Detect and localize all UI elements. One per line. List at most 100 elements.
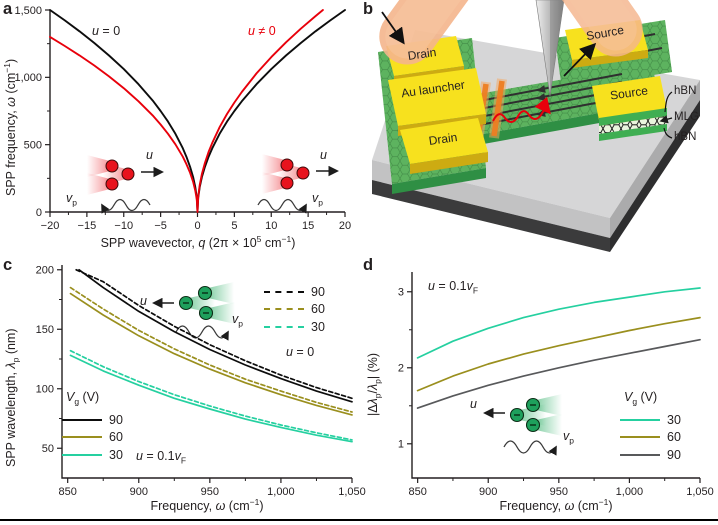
legend-swatch (62, 453, 102, 456)
x-tick-label: −15 (78, 220, 97, 232)
spp-wave-red (492, 96, 551, 123)
panel-letter-d: d (363, 256, 374, 274)
panel-letter-a: a (3, 0, 13, 18)
device-schematic (372, 0, 700, 252)
c-y-axis-label: SPP wavelength, λp (nm) (4, 328, 21, 467)
hbn-bottom-layer (599, 124, 667, 141)
x-tick-label: 900 (130, 486, 148, 498)
legend-label: 90 (667, 447, 681, 462)
series-vg-90-u-0-1vf-solid- (78, 268, 353, 403)
legend-row: 30 (62, 447, 123, 462)
figure-bottom-rule (0, 519, 718, 521)
legend-label: 30 (109, 447, 123, 462)
d-x-axis-label: Frequency, ω (cm−1) (499, 497, 613, 514)
series-vg-30-u-0-1vf-solid- (69, 354, 353, 443)
a-inset-left-vp-label: vp (66, 191, 77, 208)
legend-label: 90 (109, 412, 123, 427)
a-x-axis-label: SPP wavevector, q (2π × 105 cm−1) (100, 234, 296, 251)
a-y-axis-label: SPP frequency, ω (cm−1) (2, 58, 19, 196)
chart-d-relative-shift: 850 900 950 1,000 1,050 1 2 3 (398, 272, 714, 498)
chart-c-wavelength: 850 900 950 1,000 1,050 50 100 150 200 (36, 265, 366, 498)
legend-label: 30 (667, 412, 681, 427)
d-annotation: u = 0.1vF (428, 279, 479, 296)
d-y-axis-label: |Δλp/λp| (%) (366, 352, 383, 416)
axes-a: −20 −15 −10 −5 0 5 10 15 20 0 500 1,000 1,500 (14, 5, 351, 232)
legend-swatch (264, 325, 304, 328)
y-tick-label: 200 (36, 265, 54, 277)
inset-a-right-drift-electrons (257, 154, 339, 214)
wave-right (257, 198, 307, 214)
y-tick-label: 0 (36, 207, 42, 219)
legend-swatch (264, 290, 304, 293)
panel-letter-c: c (3, 256, 13, 274)
a-inset-left-u-label: u (146, 148, 153, 162)
legend-row: 90 (620, 447, 681, 462)
d-inset-u-label: u (470, 397, 477, 411)
x-tick-label: −20 (41, 220, 60, 232)
y-tick-label: 1,000 (14, 72, 42, 84)
inset-a-left-drift-electrons (87, 155, 164, 214)
a-annotation-une0: u ≠ 0 (248, 24, 276, 38)
c-inset-u-label: u (140, 294, 147, 308)
panel-letter-b: b (363, 0, 374, 18)
legend-row: 90 (264, 285, 325, 299)
x-tick-label: 15 (302, 220, 314, 232)
axes-d: 850 900 950 1,000 1,050 1 2 3 (398, 272, 714, 498)
wave (175, 325, 229, 341)
wave (503, 440, 557, 456)
afm-tip (535, 0, 565, 97)
x-tick-label: 850 (59, 486, 77, 498)
x-tick-label: 850 (408, 486, 426, 498)
y-tick-label: 150 (36, 324, 54, 336)
legend-swatch (62, 436, 102, 438)
hbn-bottom-label: hBN (674, 131, 697, 143)
legend-row: 60 (264, 302, 325, 316)
mlg-label: MLG (674, 111, 699, 123)
c-legend-solid: 90 60 30 (62, 413, 123, 466)
legend-swatch (62, 418, 102, 421)
d-legend-title: Vg (V) (624, 390, 658, 407)
c-x-axis-label: Frequency, ω (cm−1) (150, 497, 264, 514)
y-tick-label: 500 (24, 139, 42, 151)
d-inset-vp-label: vp (563, 429, 574, 446)
a-annotation-u0: u = 0 (92, 24, 121, 38)
y-tick-label: 100 (36, 384, 54, 396)
y-tick-label: 1,500 (14, 5, 42, 17)
legend-swatch (620, 436, 660, 438)
y-tick-label: 2 (398, 363, 404, 375)
x-tick-label: −10 (114, 220, 133, 232)
finger-right (511, 0, 643, 57)
legend-row: 30 (620, 412, 681, 427)
y-tick-label: 50 (42, 443, 54, 455)
series-u-0 (49, 9, 324, 213)
c-legend-solid-title: Vg (V) (66, 390, 100, 407)
legend-row: 30 (264, 320, 325, 334)
d-legend: 30 60 90 (620, 413, 681, 466)
x-tick-label: 1,000 (267, 486, 295, 498)
finger-left (379, 0, 518, 65)
source-arrow (563, 42, 597, 77)
c-legend-solid-note: u = 0.1vF (136, 449, 187, 466)
c-inset-vp-label: vp (232, 312, 243, 329)
legend-row: 90 (62, 412, 123, 427)
y-tick-label: 1 (398, 439, 404, 451)
hbn-top-layer (599, 108, 667, 126)
inset-c-drift-electrons (152, 282, 235, 341)
series-vg-60-u-0-dashed- (69, 286, 353, 413)
a-inset-right-vp-label: vp (312, 191, 323, 208)
c-legend-dashed-note: u = 0 (286, 345, 315, 359)
legend-swatch (620, 453, 660, 456)
series-vg-60-u-0-1vf-solid- (69, 292, 353, 416)
legend-row: 60 (620, 430, 681, 444)
x-tick-label: 950 (550, 486, 568, 498)
drain-pad-bottom (400, 118, 488, 174)
legend-label: 60 (667, 430, 681, 444)
drain-arrow (381, 11, 405, 45)
legend-label: 60 (311, 302, 325, 316)
wave-left (101, 198, 151, 214)
legend-row: 60 (62, 430, 123, 444)
x-tick-label: −5 (154, 220, 167, 232)
series-vg-30 (416, 287, 701, 359)
series-vg-90 (416, 338, 701, 409)
